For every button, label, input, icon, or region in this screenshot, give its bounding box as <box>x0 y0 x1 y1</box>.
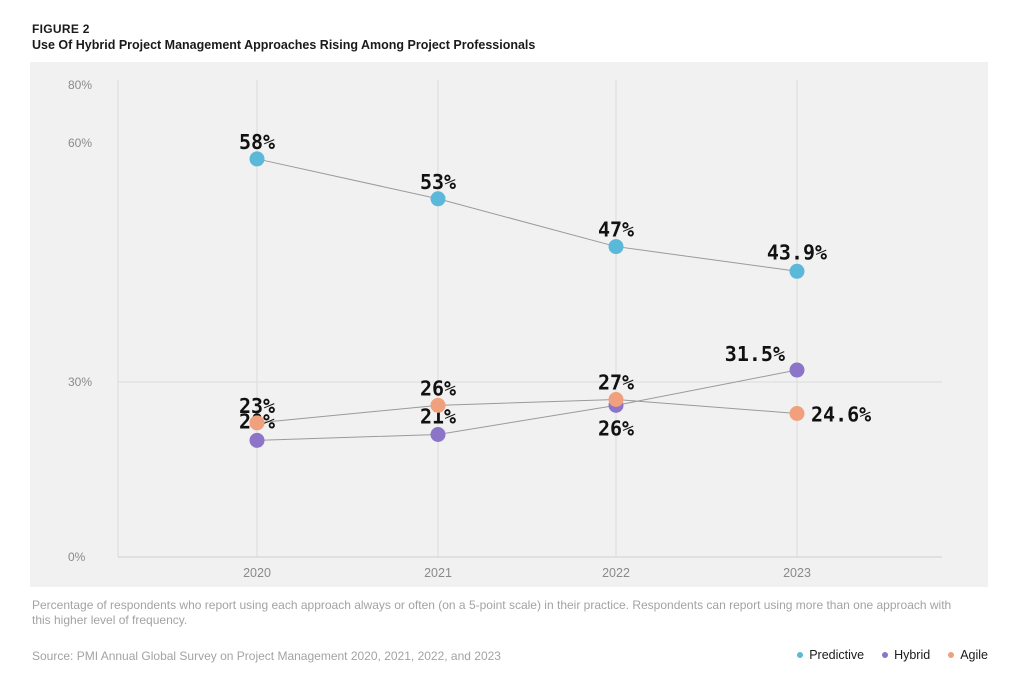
point-agile-2021 <box>430 397 446 413</box>
legend-swatch-agile <box>948 652 955 658</box>
data-label-agile-2021: 26% <box>420 376 456 400</box>
point-hybrid-2021 <box>430 427 446 442</box>
legend-label-predictive: Predictive <box>809 648 865 662</box>
data-label-predictive-2023: 43.9% <box>767 240 827 264</box>
point-predictive-2020 <box>249 151 265 167</box>
series-line-hybrid <box>256 369 798 441</box>
x-tick-label-2023: 2023 <box>783 566 811 580</box>
point-hybrid-2023 <box>789 362 805 378</box>
point-predictive-2021 <box>430 191 446 207</box>
legend-swatch-hybrid <box>882 652 889 658</box>
y-tick-label-0: 0% <box>68 550 86 564</box>
legend-item-hybrid: Hybrid <box>882 648 930 662</box>
point-predictive-2022 <box>608 239 624 255</box>
point-predictive-2023 <box>789 263 805 279</box>
legend-item-agile: Agile <box>948 648 988 662</box>
legend-swatch-predictive <box>797 652 804 658</box>
data-label-hybrid-2022: 26% <box>598 416 634 440</box>
data-label-agile-2023: 24.6% <box>811 403 871 427</box>
point-hybrid-2020 <box>249 432 265 448</box>
y-tick-label-60: 60% <box>68 136 92 150</box>
data-label-predictive-2020: 58% <box>239 130 275 154</box>
series-line-predictive <box>256 158 798 272</box>
x-tick-label-2020: 2020 <box>243 566 271 580</box>
y-tick-label-30: 30% <box>68 375 92 389</box>
legend-label-hybrid: Hybrid <box>894 648 931 662</box>
chart-title: Use Of Hybrid Project Management Approac… <box>32 38 536 52</box>
point-agile-2020 <box>249 415 265 431</box>
data-label-predictive-2022: 47% <box>598 218 634 242</box>
figure-label: FIGURE 2 <box>32 22 90 36</box>
data-label-predictive-2021: 53% <box>420 170 456 194</box>
legend: Predictive Hybrid Agile <box>797 648 988 662</box>
data-label-agile-2022: 27% <box>598 371 634 395</box>
legend-label-agile: Agile <box>960 648 988 662</box>
y-tick-label-80: 80% <box>68 78 92 92</box>
point-agile-2022 <box>608 392 624 407</box>
data-label-agile-2020: 23% <box>239 394 275 418</box>
x-tick-label-2022: 2022 <box>602 566 630 580</box>
chart-note: Percentage of respondents who report usi… <box>32 598 952 627</box>
series-line-agile <box>256 398 798 424</box>
chart-source: Source: PMI Annual Global Survey on Proj… <box>32 649 501 663</box>
plot-area <box>30 62 988 587</box>
legend-item-predictive: Predictive <box>797 648 864 662</box>
point-agile-2023 <box>789 406 805 421</box>
data-label-hybrid-2023: 31.5% <box>725 342 785 366</box>
x-tick-label-2021: 2021 <box>424 566 452 580</box>
